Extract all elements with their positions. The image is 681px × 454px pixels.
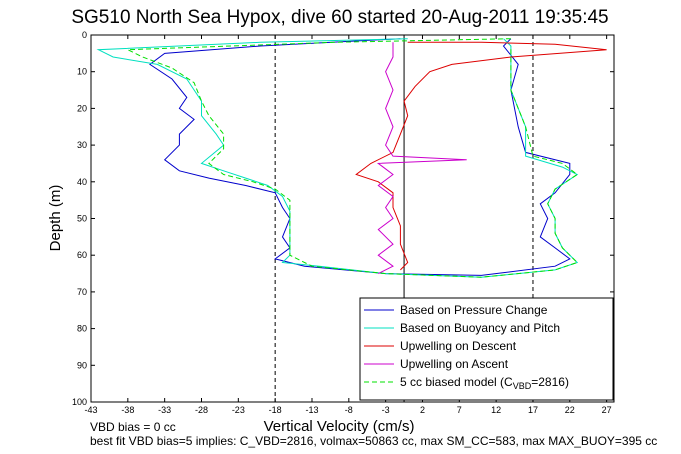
series-line-2 (355, 41, 607, 271)
y-axis-label: Depth (m) (47, 185, 64, 252)
y-tick-label: 20 (77, 103, 87, 113)
y-tick-label: 0 (82, 30, 87, 40)
y-tick-label: 90 (77, 360, 87, 370)
legend-label-4: 5 cc biased model (CVBD=2816) (400, 375, 569, 391)
x-ticks: -43 -38 -33 -28 -23 -18 -13 -8 -3 2 7 12 17 22 27 (84, 35, 612, 415)
legend-entries: Based on Pressure Change Based on Buoyanc… (364, 303, 569, 391)
x-tick-label: -28 (195, 405, 208, 415)
legend-label-3: Upwelling on Ascent (400, 357, 509, 371)
legend-label-1: Based on Buoyancy and Pitch (400, 321, 560, 335)
legend: Based on Pressure Change Based on Buoyanc… (359, 297, 614, 401)
y-ticks: 0 10 20 30 40 50 60 70 80 90 100 (72, 30, 614, 407)
x-tick-label: -8 (345, 405, 353, 415)
best-fit-note: best fit VBD bias=5 implies: C_VBD=2816,… (90, 434, 657, 448)
x-axis-label: Vertical Velocity (cm/s) (264, 418, 415, 435)
legend-label-2: Upwelling on Descent (400, 339, 517, 353)
series-group (96, 38, 607, 278)
x-tick-label: 27 (602, 405, 612, 415)
y-tick-label: 40 (77, 177, 87, 187)
y-tick-label: 80 (77, 324, 87, 334)
series-line-0 (149, 38, 571, 276)
vbd-bias-note: VBD bias = 0 cc (90, 420, 176, 434)
series-line-3 (376, 42, 467, 275)
legend-box (359, 297, 614, 401)
x-tick-label: -13 (305, 405, 318, 415)
x-tick-label: -3 (382, 405, 390, 415)
chart-title: SG510 North Sea Hypox, dive 60 started 2… (71, 7, 608, 28)
x-tick-label: 17 (528, 405, 538, 415)
series-line-4 (127, 38, 579, 278)
x-tick-label: -23 (232, 405, 245, 415)
x-tick-label: 2 (420, 405, 425, 415)
x-tick-label: 7 (457, 405, 462, 415)
x-tick-label: 12 (491, 405, 501, 415)
series-line-1 (96, 38, 579, 278)
y-tick-label: 70 (77, 287, 87, 297)
y-tick-label: 10 (77, 67, 87, 77)
y-tick-label: 60 (77, 250, 87, 260)
x-tick-label: 22 (565, 405, 575, 415)
y-tick-label: 50 (77, 214, 87, 224)
x-tick-label: -43 (84, 405, 97, 415)
y-tick-label: 100 (72, 397, 87, 407)
x-tick-label: -33 (158, 405, 171, 415)
x-tick-label: -38 (121, 405, 134, 415)
y-tick-label: 30 (77, 140, 87, 150)
legend-label-0: Based on Pressure Change (400, 303, 548, 317)
plot-area: -43 -38 -33 -28 -23 -18 -13 -8 -3 2 7 12 17 22 27 0102… (72, 30, 615, 415)
x-tick-label: -18 (269, 405, 282, 415)
